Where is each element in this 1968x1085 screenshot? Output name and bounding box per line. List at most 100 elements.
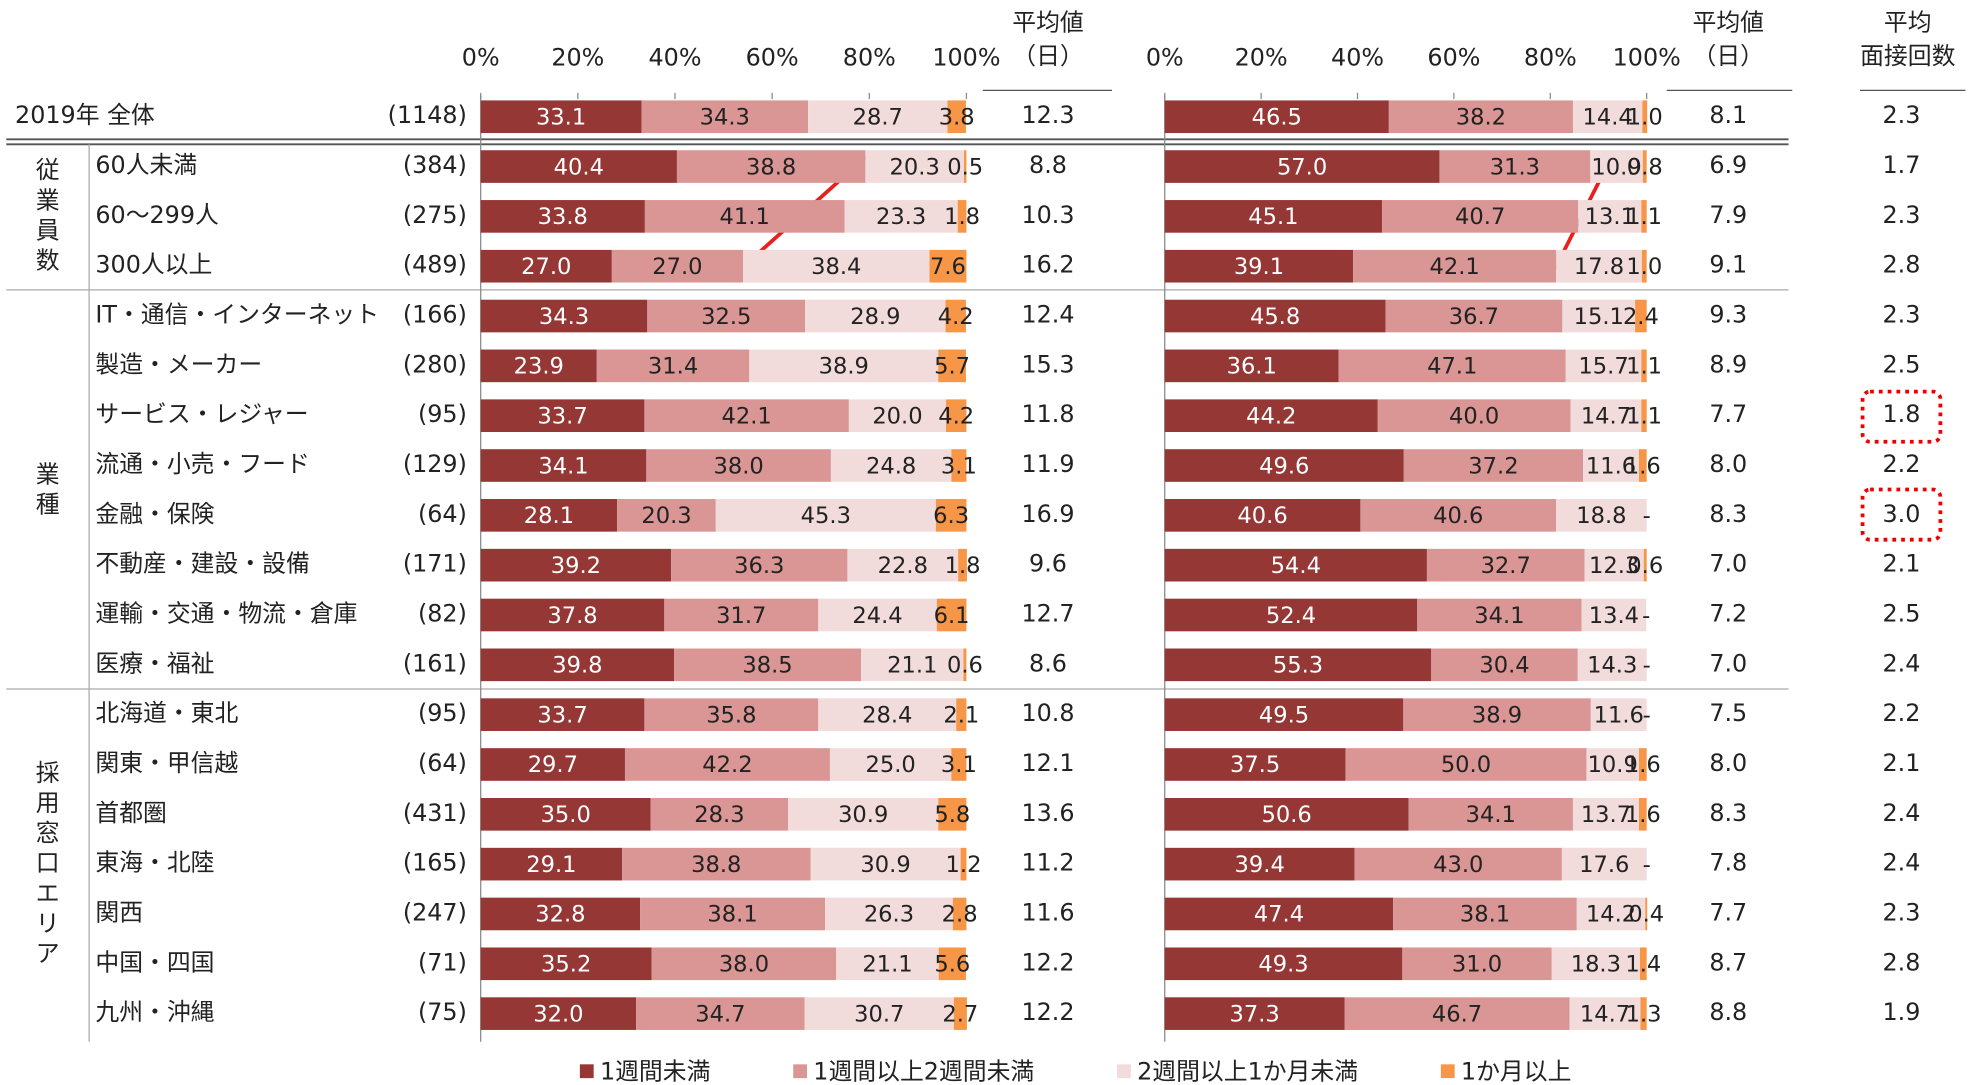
bar-segment bbox=[1590, 150, 1643, 183]
data-label: 1.6 bbox=[1625, 453, 1661, 479]
column-header: （日） bbox=[1693, 42, 1764, 70]
bar-segment bbox=[651, 947, 837, 981]
data-label: 1.1 bbox=[1626, 354, 1662, 380]
row-label: IT・通信・インターネット bbox=[95, 301, 379, 329]
data-label: 35.8 bbox=[706, 702, 756, 728]
data-label: 40.7 bbox=[1455, 204, 1505, 230]
bar-segment bbox=[1639, 947, 1647, 981]
data-label: 43.0 bbox=[1433, 852, 1483, 878]
bar-segment bbox=[951, 449, 967, 482]
data-label: 34.1 bbox=[538, 453, 588, 479]
average-value: 8.1 bbox=[1709, 101, 1747, 129]
bar-segment bbox=[644, 200, 845, 233]
data-label: 36.7 bbox=[1449, 304, 1499, 330]
data-label: 46.7 bbox=[1432, 1001, 1482, 1027]
row-label: 2019年 全体 bbox=[15, 101, 155, 129]
bar-segment bbox=[480, 399, 645, 433]
data-label: 24.4 bbox=[852, 603, 902, 629]
bar-segment bbox=[1640, 997, 1647, 1030]
data-label: 49.5 bbox=[1259, 702, 1309, 728]
interview-count: 2.3 bbox=[1883, 201, 1921, 229]
column-header: 面接回数 bbox=[1860, 42, 1955, 70]
average-value: 16.2 bbox=[1021, 251, 1074, 279]
sample-size: (71) bbox=[418, 948, 467, 976]
bar-segment bbox=[480, 548, 672, 582]
row-label: 運輸・交通・物流・倉庫 bbox=[95, 599, 357, 627]
bar-segment bbox=[617, 499, 716, 532]
bar-segment bbox=[865, 150, 964, 183]
bar-segment bbox=[1164, 200, 1383, 233]
bar-segment bbox=[1164, 648, 1432, 682]
data-label: 4.2 bbox=[938, 403, 974, 429]
interview-count: 1.9 bbox=[1883, 998, 1921, 1026]
x-tick-label: 80% bbox=[1524, 43, 1577, 71]
interview-count: 2.4 bbox=[1883, 799, 1921, 827]
data-label: 37.8 bbox=[547, 603, 597, 629]
data-label: 39.2 bbox=[551, 553, 601, 579]
row-label: 金融・保険 bbox=[95, 500, 214, 528]
bar-segment bbox=[480, 449, 647, 482]
data-label: 2.8 bbox=[942, 902, 978, 928]
bar-segment bbox=[1583, 449, 1639, 482]
data-label: 1.6 bbox=[1625, 752, 1661, 778]
bar-segment bbox=[641, 100, 809, 134]
data-label: 6.3 bbox=[933, 503, 969, 529]
bar-segment bbox=[1561, 847, 1647, 881]
average-value: 9.3 bbox=[1709, 301, 1747, 329]
bar-segment bbox=[1584, 548, 1644, 582]
bar-segment bbox=[1164, 698, 1404, 731]
data-label: 14.7 bbox=[1580, 1001, 1630, 1027]
sample-size: (431) bbox=[403, 799, 467, 827]
data-label: 37.5 bbox=[1230, 752, 1280, 778]
bar-segment bbox=[480, 947, 652, 981]
data-label: 23.3 bbox=[876, 204, 926, 230]
data-label: 28.9 bbox=[850, 304, 900, 330]
bar-segment bbox=[480, 847, 623, 881]
average-value: 7.5 bbox=[1709, 699, 1747, 727]
data-label: 13.4 bbox=[1589, 603, 1639, 629]
data-label: 55.3 bbox=[1273, 653, 1323, 679]
bar-segment bbox=[1338, 349, 1566, 383]
data-label: 14.4 bbox=[1583, 104, 1633, 130]
average-value: 7.8 bbox=[1709, 849, 1747, 877]
average-value: 12.3 bbox=[1021, 101, 1074, 129]
bar-segment bbox=[1164, 449, 1404, 482]
data-label: 38.0 bbox=[713, 453, 763, 479]
data-label: 25.0 bbox=[866, 752, 916, 778]
column-header: 平均値 bbox=[1012, 8, 1083, 36]
bar-segment bbox=[848, 399, 947, 433]
legend-label: 1週間以上2週間未満 bbox=[813, 1058, 1034, 1085]
bar-segment bbox=[480, 897, 641, 931]
legend-swatch bbox=[1117, 1064, 1131, 1079]
data-label: 0.6 bbox=[947, 653, 983, 679]
data-label: 5.7 bbox=[934, 354, 970, 380]
data-label: 42.1 bbox=[1429, 254, 1479, 280]
sample-size: (489) bbox=[403, 251, 467, 279]
legend-swatch bbox=[579, 1064, 594, 1079]
data-label: 28.3 bbox=[694, 802, 744, 828]
interview-count: 2.3 bbox=[1883, 301, 1921, 329]
legend-swatch bbox=[793, 1064, 808, 1079]
data-label: 1.6 bbox=[1625, 802, 1661, 828]
sample-size: (247) bbox=[403, 898, 467, 926]
row-label: 流通・小売・フード bbox=[95, 450, 309, 478]
data-label: 3.1 bbox=[941, 453, 977, 479]
data-label: 32.0 bbox=[533, 1001, 583, 1027]
interview-count: 3.0 bbox=[1883, 500, 1921, 528]
data-label: 38.9 bbox=[1472, 702, 1522, 728]
bar-segment bbox=[1642, 150, 1647, 183]
x-tick-label: 20% bbox=[551, 43, 604, 71]
interview-count: 2.8 bbox=[1883, 251, 1921, 279]
data-label: 14.3 bbox=[1587, 653, 1637, 679]
data-label: 36.3 bbox=[734, 553, 784, 579]
bar-segment bbox=[1643, 548, 1647, 582]
data-label: 0.4 bbox=[1628, 902, 1664, 928]
bar-segment bbox=[480, 997, 637, 1030]
bar-segment bbox=[808, 100, 948, 134]
x-tick-label: 60% bbox=[746, 43, 799, 71]
bar-segment bbox=[1164, 847, 1355, 881]
bar-segment bbox=[1641, 249, 1647, 283]
bar-segment bbox=[1360, 499, 1557, 532]
average-value: 8.0 bbox=[1709, 450, 1747, 478]
data-label: 11.6 bbox=[1594, 702, 1644, 728]
